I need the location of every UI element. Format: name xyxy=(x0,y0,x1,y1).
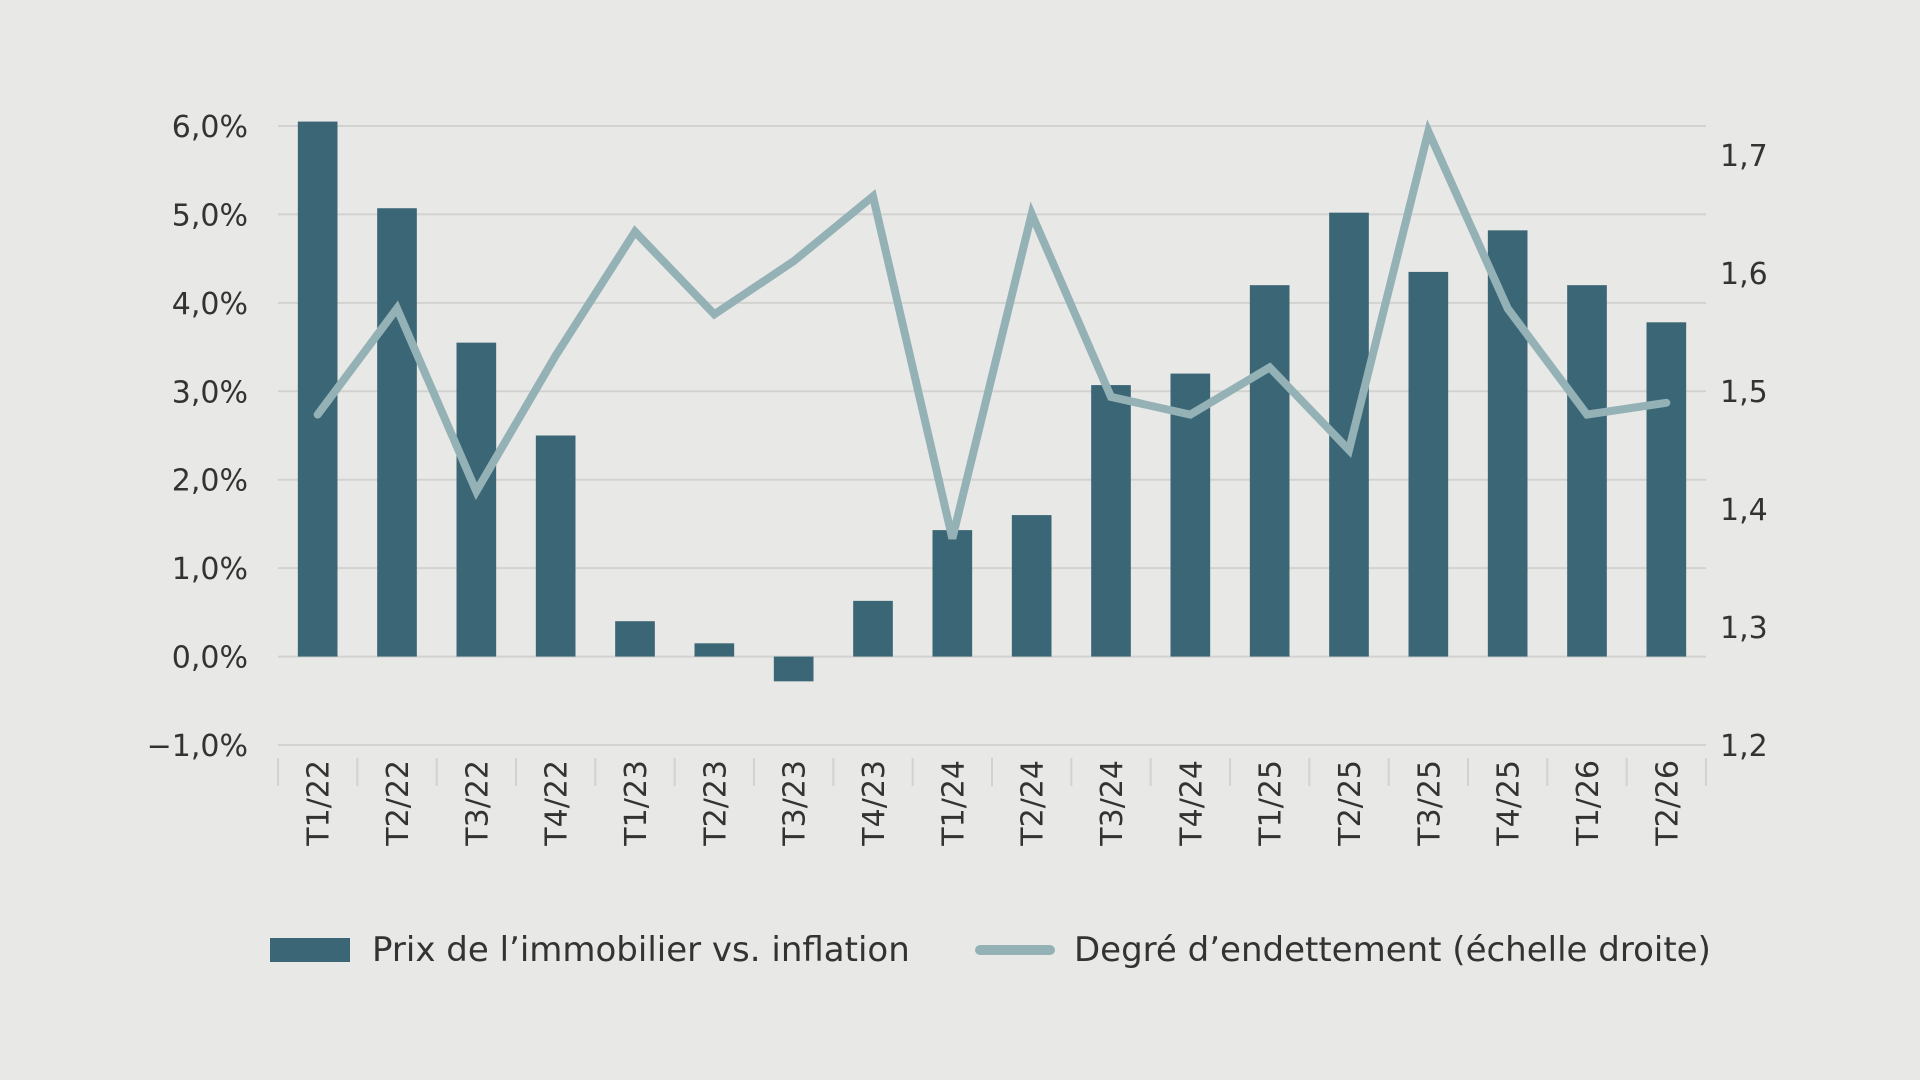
line-point xyxy=(634,230,636,233)
legend-bar-label: Prix de l’immobilier vs. inflation xyxy=(372,930,910,970)
line-point xyxy=(1586,413,1588,416)
x-tick-label: T1/25 xyxy=(1254,760,1289,847)
bar xyxy=(456,342,497,657)
right-tick-label: 1,4 xyxy=(1720,493,1768,528)
bar xyxy=(853,600,893,657)
line-point xyxy=(475,490,478,493)
left-tick-label: 5,0% xyxy=(172,198,248,233)
bar xyxy=(1170,373,1211,657)
x-tick-label: T2/23 xyxy=(698,760,733,847)
right-tick-label: 1,2 xyxy=(1720,729,1768,764)
bar xyxy=(773,656,814,682)
bar-series xyxy=(297,121,1687,682)
bar xyxy=(1011,515,1052,657)
bar xyxy=(694,643,735,657)
left-tick-label: 4,0% xyxy=(172,287,248,322)
x-tick-label: T2/26 xyxy=(1650,760,1685,847)
x-tick-label: T3/22 xyxy=(460,760,495,847)
x-tick-label: T2/24 xyxy=(1016,760,1051,847)
line-point xyxy=(1427,130,1430,133)
x-tick-label: T4/24 xyxy=(1174,760,1209,847)
line-point xyxy=(1348,449,1350,451)
x-tick-label: T3/24 xyxy=(1095,760,1130,847)
x-tick-label: T1/26 xyxy=(1571,760,1606,847)
line-point xyxy=(872,195,874,198)
bar xyxy=(1646,322,1687,657)
bar xyxy=(1091,385,1131,657)
left-tick-label: 1,0% xyxy=(172,552,248,587)
line-point xyxy=(1268,366,1271,369)
bar xyxy=(1249,285,1290,657)
line-point xyxy=(951,537,954,540)
x-tick-label: T2/25 xyxy=(1333,760,1368,847)
bar xyxy=(1567,285,1607,657)
bar xyxy=(1408,271,1449,657)
left-tick-label: 3,0% xyxy=(172,375,248,410)
line-point xyxy=(554,354,557,357)
left-tick-label: −1,0% xyxy=(147,729,248,764)
bar xyxy=(377,208,417,657)
line-series xyxy=(313,119,1671,540)
right-tick-label: 1,3 xyxy=(1720,611,1768,646)
line-point xyxy=(1030,213,1033,215)
x-tick-label: T1/22 xyxy=(302,760,337,847)
legend: Prix de l’immobilier vs. inflation Degré… xyxy=(270,930,1711,970)
x-axis-ticks: T1/22 T2/22 T3/22 T4/22 T1/23 T2/23 T3/23 T4/23… xyxy=(302,760,1686,847)
bar xyxy=(932,530,973,657)
right-tick-label: 1,7 xyxy=(1720,139,1768,174)
right-axis-ticks: 1,7 1,6 1,5 1,4 1,3 1,2 xyxy=(1720,139,1768,764)
bar xyxy=(615,621,655,657)
bar xyxy=(535,435,576,657)
line-point xyxy=(396,307,398,310)
x-tick-label: T4/22 xyxy=(540,760,575,847)
bar xyxy=(297,121,338,657)
x-tick-label: T4/25 xyxy=(1492,760,1527,847)
bar xyxy=(1487,230,1528,657)
line-point xyxy=(1665,401,1668,404)
legend-bar-swatch xyxy=(270,938,350,962)
line-point xyxy=(1506,307,1509,310)
x-tick-label: T4/23 xyxy=(857,760,892,847)
x-tick-label: T1/24 xyxy=(936,760,971,847)
x-tick-label: T1/23 xyxy=(619,760,654,847)
line-point xyxy=(713,313,716,316)
line-point xyxy=(1110,395,1112,398)
gridlines xyxy=(277,125,1707,786)
line-path xyxy=(313,119,1671,540)
x-tick-label: T3/23 xyxy=(778,760,813,847)
left-tick-label: 2,0% xyxy=(172,464,248,499)
line-point xyxy=(1189,413,1192,416)
x-tick-label: T2/22 xyxy=(381,760,416,847)
left-tick-label: 0,0% xyxy=(172,641,248,676)
right-tick-label: 1,5 xyxy=(1720,375,1768,410)
legend-line-label: Degré d’endettement (échelle droite) xyxy=(1074,930,1711,970)
right-tick-label: 1,6 xyxy=(1720,257,1768,292)
left-tick-label: 6,0% xyxy=(172,110,248,145)
left-axis-ticks: 6,0% 5,0% 4,0% 3,0% 2,0% 1,0% 0,0% −1,0% xyxy=(147,110,248,764)
line-point xyxy=(316,413,319,416)
x-tick-label: T3/25 xyxy=(1412,760,1447,847)
line-point xyxy=(792,260,795,263)
